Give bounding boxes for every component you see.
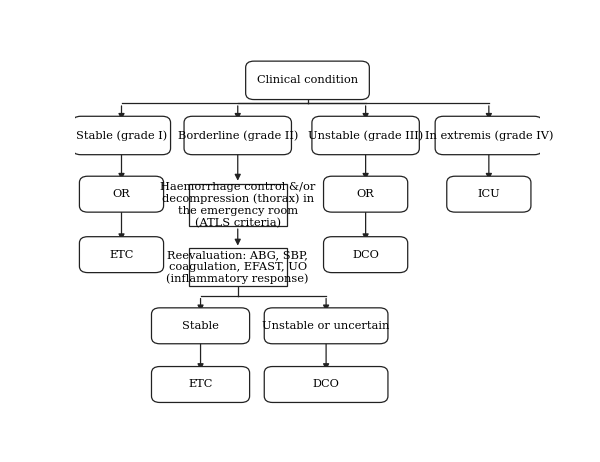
- Text: DCO: DCO: [352, 249, 379, 260]
- FancyBboxPatch shape: [79, 237, 164, 273]
- FancyBboxPatch shape: [323, 237, 408, 273]
- FancyBboxPatch shape: [189, 183, 287, 226]
- FancyBboxPatch shape: [189, 249, 287, 286]
- Text: Unstable (grade III): Unstable (grade III): [308, 130, 423, 141]
- Text: DCO: DCO: [313, 379, 340, 389]
- FancyBboxPatch shape: [184, 116, 292, 155]
- Text: Borderline (grade II): Borderline (grade II): [178, 130, 298, 141]
- FancyBboxPatch shape: [79, 176, 164, 212]
- FancyBboxPatch shape: [264, 366, 388, 402]
- Text: OR: OR: [113, 189, 130, 199]
- FancyBboxPatch shape: [245, 61, 370, 99]
- Text: ICU: ICU: [478, 189, 500, 199]
- Text: In extremis (grade IV): In extremis (grade IV): [425, 130, 553, 141]
- Text: OR: OR: [357, 189, 374, 199]
- FancyBboxPatch shape: [264, 308, 388, 344]
- FancyBboxPatch shape: [151, 366, 250, 402]
- Text: Clinical condition: Clinical condition: [257, 75, 358, 85]
- FancyBboxPatch shape: [312, 116, 419, 155]
- Text: ETC: ETC: [188, 379, 213, 389]
- FancyBboxPatch shape: [151, 308, 250, 344]
- FancyBboxPatch shape: [447, 176, 531, 212]
- Text: Haemorrhage control &/or
decompression (thorax) in
the emergency room
(ATLS crit: Haemorrhage control &/or decompression (…: [160, 182, 316, 228]
- Text: Unstable or uncertain: Unstable or uncertain: [262, 321, 390, 331]
- Text: Reevaluation: ABG, SBP,
coagulation, EFAST, UO
(inflammatory response): Reevaluation: ABG, SBP, coagulation, EFA…: [167, 250, 309, 284]
- FancyBboxPatch shape: [435, 116, 542, 155]
- Text: Stable (grade I): Stable (grade I): [76, 130, 167, 141]
- FancyBboxPatch shape: [323, 176, 408, 212]
- Text: ETC: ETC: [109, 249, 134, 260]
- Text: Stable: Stable: [182, 321, 219, 331]
- FancyBboxPatch shape: [73, 116, 170, 155]
